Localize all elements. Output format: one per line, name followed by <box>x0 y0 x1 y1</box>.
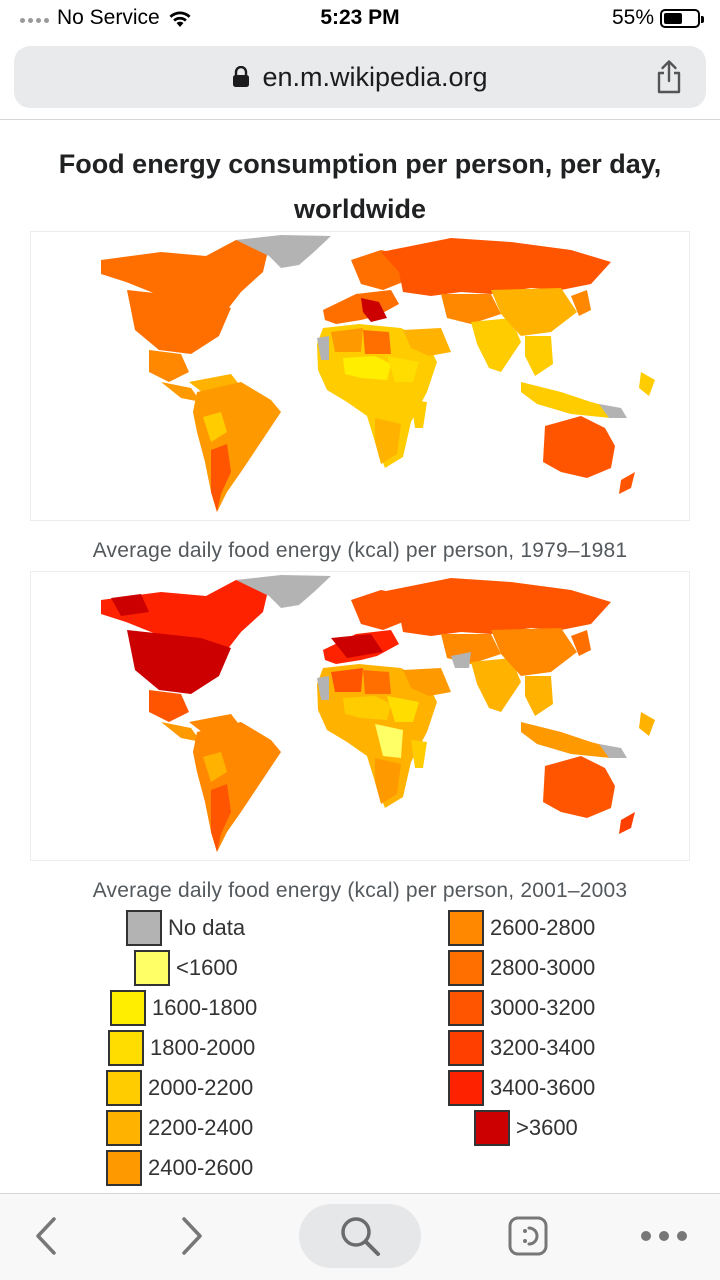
status-left: No Service <box>20 6 192 30</box>
battery-icon <box>660 8 704 28</box>
map-caption: Average daily food energy (kcal) per per… <box>92 539 628 562</box>
legend-item: 2800-3000 <box>448 948 595 988</box>
legend-swatch <box>110 990 146 1026</box>
more-button[interactable] <box>632 1204 696 1268</box>
carrier-label: No Service <box>57 6 160 29</box>
search-button[interactable] <box>299 1204 421 1268</box>
legend-swatch <box>448 1030 484 1066</box>
back-button[interactable] <box>20 1204 72 1268</box>
legend-label: 3200-3400 <box>490 1035 596 1060</box>
battery-percent: 55% <box>611 6 654 29</box>
legend-item: 3000-3200 <box>448 988 595 1028</box>
legend-item: >3600 <box>474 1108 578 1148</box>
page-title: Food energy consumption per person, per … <box>58 149 662 224</box>
wifi-icon <box>169 11 191 27</box>
legend-swatch <box>448 1070 484 1106</box>
legend-label: >3600 <box>516 1115 578 1140</box>
world-map-1979-1981[interactable] <box>30 231 690 521</box>
status-right: 55% <box>611 6 704 30</box>
legend-label: <1600 <box>176 955 238 980</box>
legend-label: 3400-3600 <box>490 1075 596 1100</box>
legend-label: 1800-2000 <box>150 1035 256 1060</box>
legend-swatch <box>126 910 162 946</box>
address-bar[interactable]: en.m.wikipedia.org <box>14 46 706 108</box>
legend-swatch <box>106 1110 142 1146</box>
more-dots-icon <box>641 1231 687 1241</box>
bottom-divider <box>0 1193 720 1194</box>
reader-mode-button[interactable] <box>500 1204 556 1268</box>
legend-item: 2600-2800 <box>448 908 595 948</box>
legend-item: 1800-2000 <box>108 1028 255 1068</box>
forward-button[interactable] <box>166 1204 218 1268</box>
legend-item: <1600 <box>134 948 238 988</box>
url-text: en.m.wikipedia.org <box>262 61 488 92</box>
legend-label: 1600-1800 <box>152 995 258 1020</box>
legend-swatch <box>134 950 170 986</box>
forward-chevron-icon <box>182 1217 202 1255</box>
legend-swatch <box>106 1070 142 1106</box>
legend-label: 2200-2400 <box>148 1115 254 1140</box>
legend-item: 2000-2200 <box>106 1068 253 1108</box>
legend-swatch <box>106 1150 142 1186</box>
legend-swatch <box>474 1110 510 1146</box>
legend-item: 2400-2600 <box>106 1148 253 1188</box>
legend-item: No data <box>126 908 245 948</box>
signal-strength-icon <box>20 17 49 23</box>
legend-item: 1600-1800 <box>110 988 257 1028</box>
legend-item: 3400-3600 <box>448 1068 595 1108</box>
map-caption: Average daily food energy (kcal) per per… <box>92 879 628 902</box>
legend-swatch <box>448 910 484 946</box>
bottom-toolbar <box>0 1194 720 1280</box>
legend-label: 2000-2200 <box>148 1075 254 1100</box>
legend-item: 2200-2400 <box>106 1108 253 1148</box>
legend-label: 2800-3000 <box>490 955 596 980</box>
search-icon <box>341 1217 380 1256</box>
world-map-2001-2003[interactable] <box>30 571 690 861</box>
status-bar: No Service 5:23 PM 55% <box>0 0 720 36</box>
toolbar-divider <box>0 119 720 120</box>
legend-swatch <box>448 950 484 986</box>
status-time: 5:23 PM <box>320 6 400 29</box>
legend-label: 2400-2600 <box>148 1155 254 1180</box>
legend-label: 2600-2800 <box>490 915 596 940</box>
lock-icon <box>233 66 250 87</box>
share-icon[interactable] <box>654 59 684 95</box>
legend-label: 3000-3200 <box>490 995 596 1020</box>
legend-label: No data <box>168 915 246 940</box>
legend-swatch <box>448 990 484 1026</box>
legend-swatch <box>108 1030 144 1066</box>
reader-mode-icon <box>508 1216 548 1256</box>
back-chevron-icon <box>36 1217 56 1255</box>
legend-item: 3200-3400 <box>448 1028 595 1068</box>
